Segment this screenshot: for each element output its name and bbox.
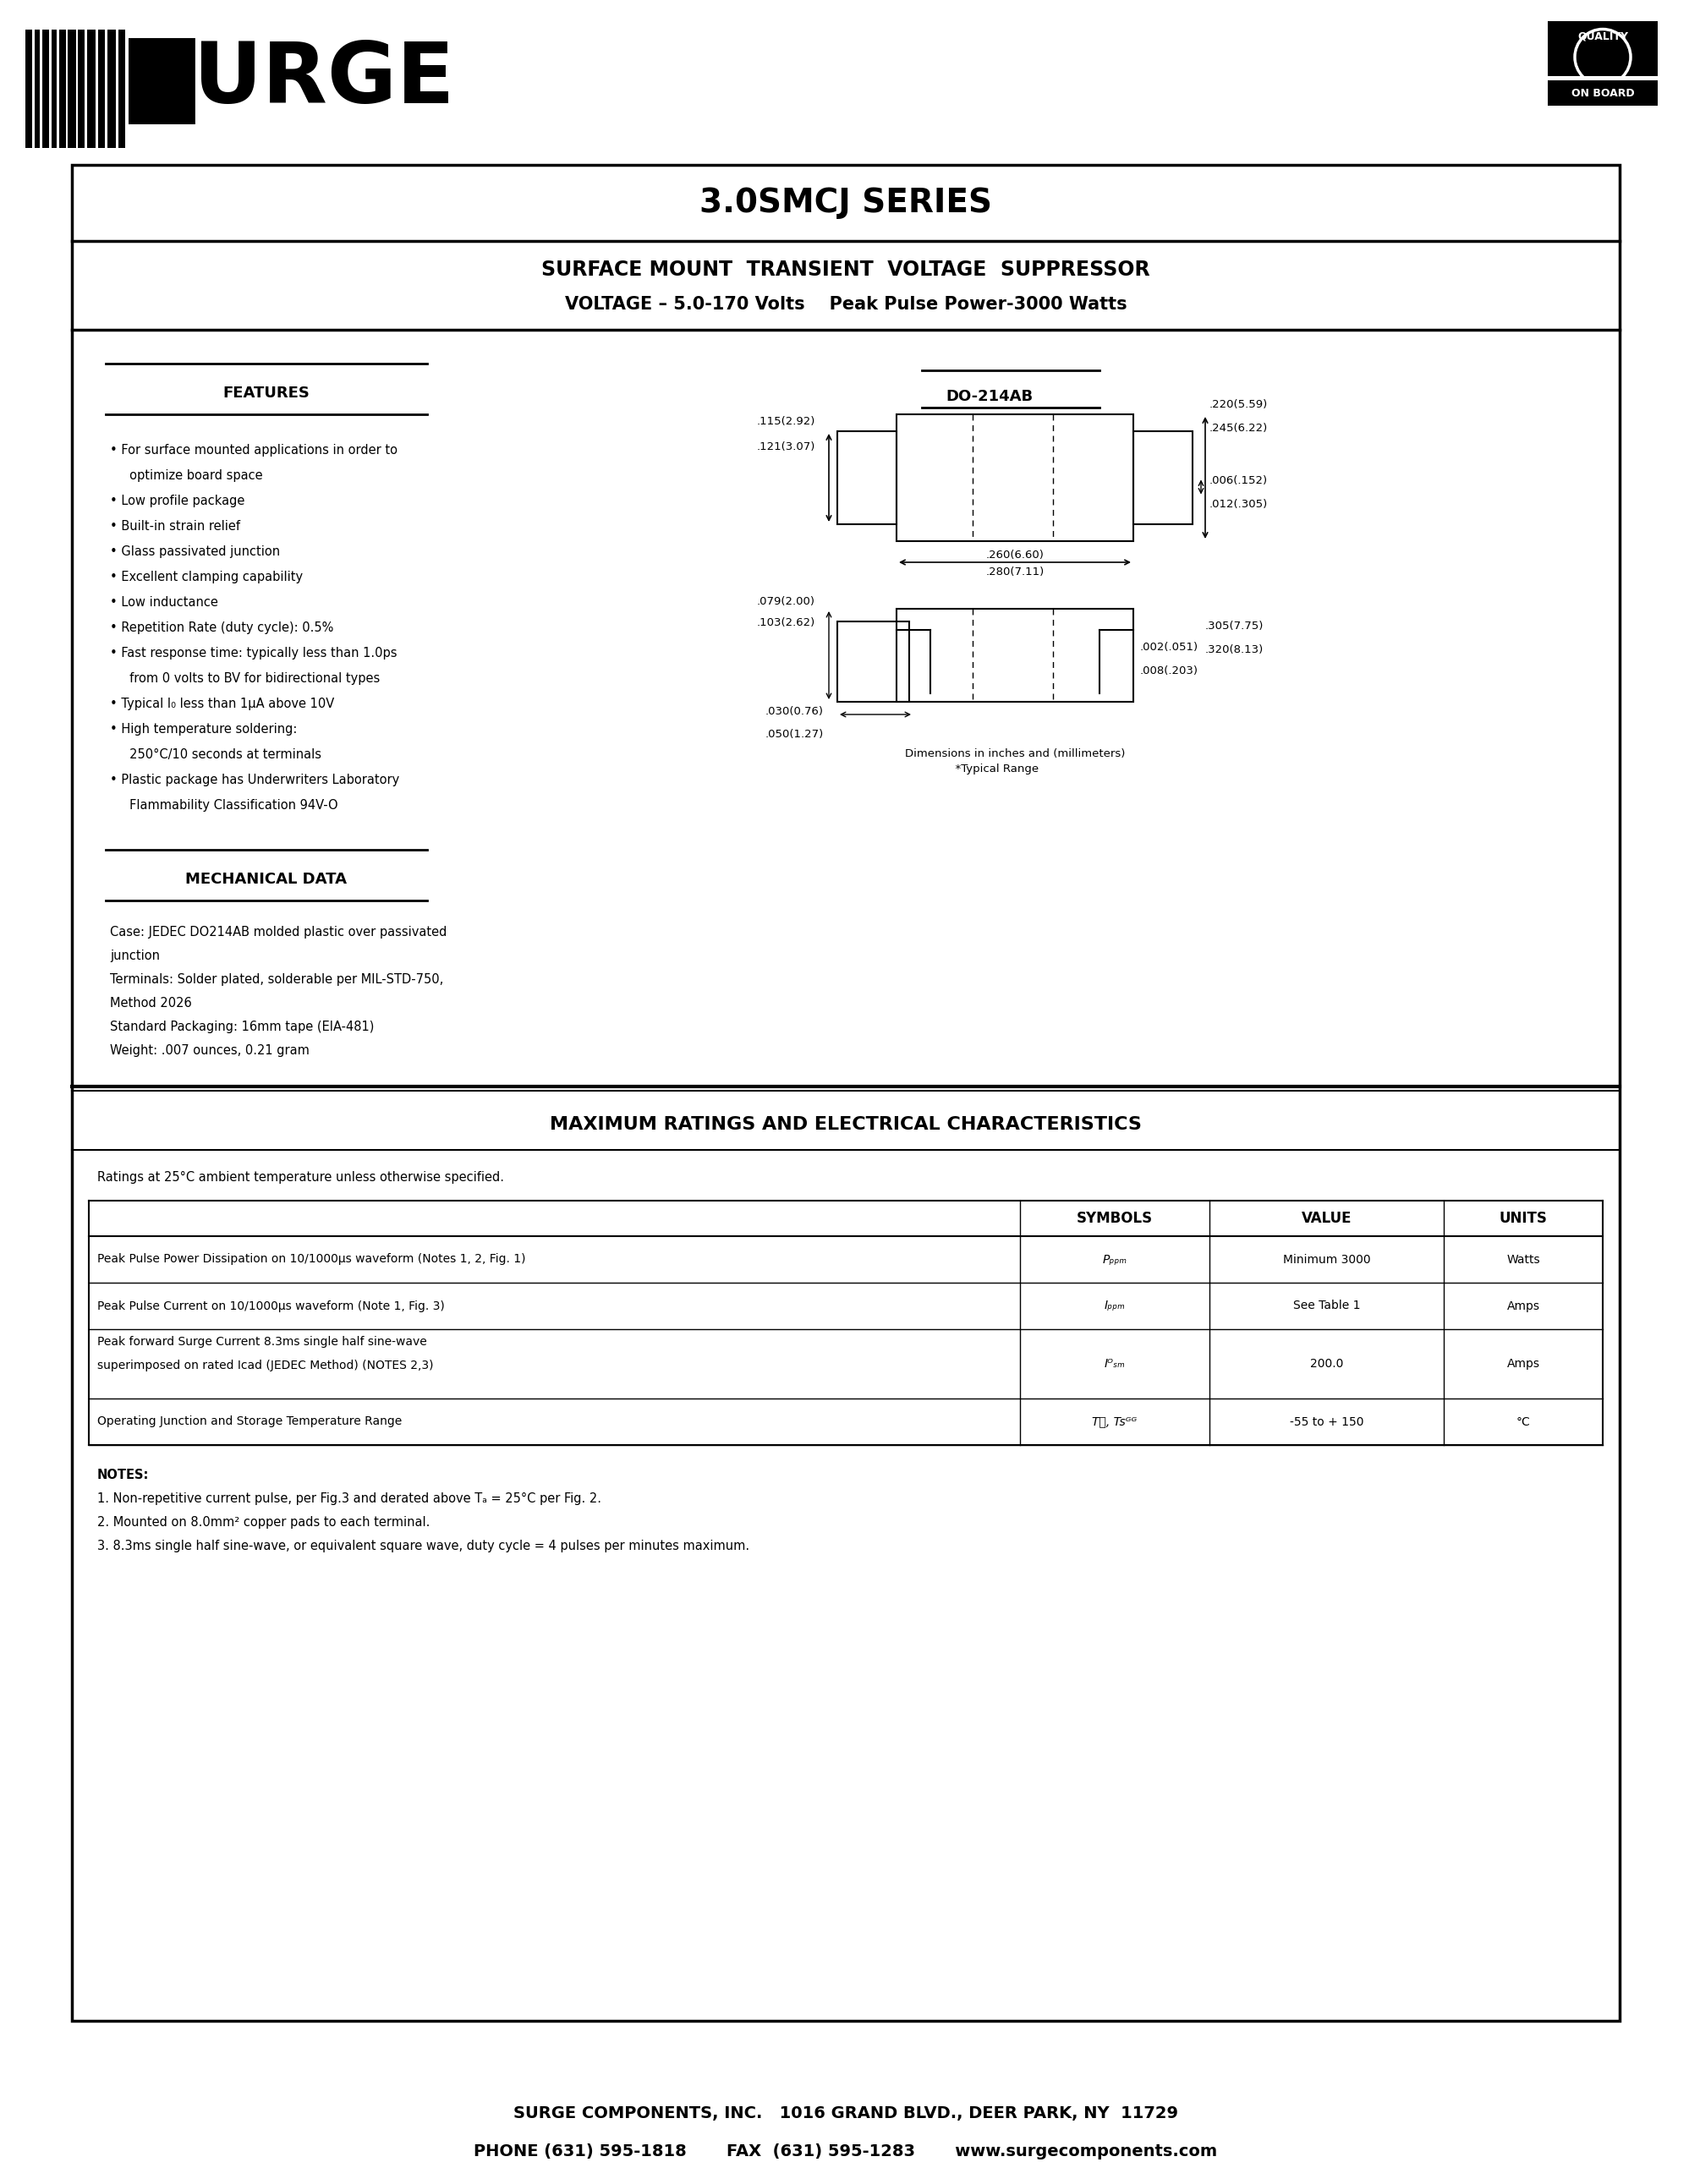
Bar	[897, 415, 1133, 542]
Bar	[78, 31, 84, 149]
Text: .050(1.27): .050(1.27)	[765, 729, 824, 740]
Bar	[118, 31, 125, 149]
Text: Method 2026: Method 2026	[110, 996, 193, 1009]
Text: █URGE: █URGE	[130, 37, 456, 124]
Bar	[42, 31, 49, 149]
Text: .115(2.92): .115(2.92)	[757, 415, 816, 428]
Text: DO-214AB: DO-214AB	[946, 389, 1034, 404]
Text: FEATURES: FEATURES	[223, 387, 309, 402]
Text: SURGE COMPONENTS, INC.   1016 GRAND BLVD., DEER PARK, NY  11729: SURGE COMPONENTS, INC. 1016 GRAND BLVD.,…	[513, 2105, 1179, 2121]
Text: • Plastic package has Underwriters Laboratory: • Plastic package has Underwriters Labor…	[110, 773, 399, 786]
Text: 3.0SMCJ SERIES: 3.0SMCJ SERIES	[699, 188, 991, 218]
Text: .260(6.60): .260(6.60)	[986, 550, 1044, 561]
Text: .121(3.07): .121(3.07)	[757, 441, 816, 452]
Text: Peak Pulse Power Dissipation on 10/1000μs waveform (Notes 1, 2, Fig. 1): Peak Pulse Power Dissipation on 10/1000μ…	[98, 1254, 525, 1265]
Text: Flammability Classification 94V-O: Flammability Classification 94V-O	[110, 799, 338, 812]
Text: Weight: .007 ounces, 0.21 gram: Weight: .007 ounces, 0.21 gram	[110, 1044, 309, 1057]
Text: PHONE (631) 595-1818       FAX  (631) 595-1283       www.surgecomponents.com: PHONE (631) 595-1818 FAX (631) 595-1283 …	[475, 2143, 1218, 2160]
Text: Case: JEDEC DO214AB molded plastic over passivated: Case: JEDEC DO214AB molded plastic over …	[110, 926, 448, 939]
Bar	[1133, 430, 1192, 524]
Bar	[35, 31, 41, 149]
Text: Iᴼₛₘ: Iᴼₛₘ	[1105, 1358, 1125, 1369]
Text: UNITS: UNITS	[1500, 1210, 1547, 1225]
Text: .079(2.00): .079(2.00)	[757, 596, 816, 607]
Text: ON BOARD: ON BOARD	[1571, 87, 1635, 98]
Text: 200.0: 200.0	[1309, 1358, 1343, 1369]
Text: Amps: Amps	[1507, 1358, 1540, 1369]
Text: VALUE: VALUE	[1301, 1210, 1351, 1225]
Circle shape	[1599, 59, 1613, 72]
Text: -55 to + 150: -55 to + 150	[1289, 1415, 1363, 1428]
Text: QUALITY: QUALITY	[1578, 31, 1628, 41]
Text: from 0 volts to BV for bidirectional types: from 0 volts to BV for bidirectional typ…	[110, 673, 380, 686]
Text: 2. Mounted on 8.0mm² copper pads to each terminal.: 2. Mounted on 8.0mm² copper pads to each…	[98, 1516, 431, 1529]
Text: 250°C/10 seconds at terminals: 250°C/10 seconds at terminals	[110, 749, 321, 760]
Text: VOLTAGE – 5.0-170 Volts    Peak Pulse Power-3000 Watts: VOLTAGE – 5.0-170 Volts Peak Pulse Power…	[564, 295, 1127, 312]
Text: .006(.152): .006(.152)	[1209, 476, 1268, 487]
Text: superimposed on rated Icad (JEDEC Method) (NOTES 2,3): superimposed on rated Icad (JEDEC Method…	[98, 1361, 434, 1372]
Bar	[98, 31, 105, 149]
Text: • Low profile package: • Low profile package	[110, 494, 245, 507]
Text: 1. Non-repetitive current pulse, per Fig.3 and derated above Tₐ = 25°C per Fig. : 1. Non-repetitive current pulse, per Fig…	[98, 1492, 601, 1505]
Text: • For surface mounted applications in order to: • For surface mounted applications in or…	[110, 443, 397, 456]
Bar	[838, 622, 909, 701]
Text: Minimum 3000: Minimum 3000	[1282, 1254, 1370, 1265]
Text: .008(.203): .008(.203)	[1140, 666, 1199, 677]
Text: Iₚₚₘ: Iₚₚₘ	[1105, 1299, 1125, 1313]
Text: Operating Junction and Storage Temperature Range: Operating Junction and Storage Temperatu…	[98, 1415, 402, 1428]
Text: Peak forward Surge Current 8.3ms single half sine-wave: Peak forward Surge Current 8.3ms single …	[98, 1337, 427, 1348]
Text: See Table 1: See Table 1	[1292, 1299, 1360, 1313]
Bar	[59, 31, 66, 149]
Text: • Repetition Rate (duty cycle): 0.5%: • Repetition Rate (duty cycle): 0.5%	[110, 622, 333, 633]
Text: SURFACE MOUNT  TRANSIENT  VOLTAGE  SUPPRESSOR: SURFACE MOUNT TRANSIENT VOLTAGE SUPPRESS…	[542, 260, 1150, 280]
Text: 3. 8.3ms single half sine-wave, or equivalent square wave, duty cycle = 4 pulses: 3. 8.3ms single half sine-wave, or equiv…	[98, 1540, 750, 1553]
Text: .320(8.13): .320(8.13)	[1206, 644, 1263, 655]
Text: • Low inductance: • Low inductance	[110, 596, 218, 609]
Bar	[25, 31, 32, 149]
Text: optimize board space: optimize board space	[110, 470, 263, 483]
Text: .103(2.62): .103(2.62)	[757, 618, 816, 629]
Text: °C: °C	[1517, 1415, 1530, 1428]
Text: Watts: Watts	[1507, 1254, 1540, 1265]
Text: • Typical I₀ less than 1μA above 10V: • Typical I₀ less than 1μA above 10V	[110, 697, 334, 710]
Text: SYMBOLS: SYMBOLS	[1076, 1210, 1152, 1225]
Bar	[897, 609, 1133, 701]
Text: Pₚₚₘ: Pₚₚₘ	[1103, 1254, 1127, 1265]
Bar	[52, 31, 57, 149]
Text: .245(6.22): .245(6.22)	[1209, 424, 1268, 435]
Text: .012(.305): .012(.305)	[1209, 498, 1268, 509]
Text: Standard Packaging: 16mm tape (EIA-481): Standard Packaging: 16mm tape (EIA-481)	[110, 1020, 375, 1033]
Text: Amps: Amps	[1507, 1299, 1540, 1313]
Bar	[108, 31, 117, 149]
Text: Terminals: Solder plated, solderable per MIL-STD-750,: Terminals: Solder plated, solderable per…	[110, 974, 444, 985]
Text: Peak Pulse Current on 10/1000μs waveform (Note 1, Fig. 3): Peak Pulse Current on 10/1000μs waveform…	[98, 1299, 444, 1313]
Bar	[1547, 81, 1657, 105]
Bar	[1547, 22, 1657, 76]
Text: MAXIMUM RATINGS AND ELECTRICAL CHARACTERISTICS: MAXIMUM RATINGS AND ELECTRICAL CHARACTER…	[551, 1116, 1142, 1133]
Text: • High temperature soldering:: • High temperature soldering:	[110, 723, 297, 736]
Bar	[88, 31, 96, 149]
Bar	[73, 164, 1620, 2020]
Text: • Fast response time: typically less than 1.0ps: • Fast response time: typically less tha…	[110, 646, 397, 660]
Text: .280(7.11): .280(7.11)	[986, 566, 1044, 577]
Bar	[838, 430, 897, 524]
Text: .030(0.76): .030(0.76)	[765, 705, 824, 716]
Text: • Excellent clamping capability: • Excellent clamping capability	[110, 570, 302, 583]
Text: junction: junction	[110, 950, 160, 963]
Text: .305(7.75): .305(7.75)	[1206, 620, 1263, 631]
Text: NOTES:: NOTES:	[98, 1468, 149, 1481]
Text: Ratings at 25°C ambient temperature unless otherwise specified.: Ratings at 25°C ambient temperature unle…	[98, 1171, 503, 1184]
Text: • Glass passivated junction: • Glass passivated junction	[110, 546, 280, 559]
Text: .220(5.59): .220(5.59)	[1209, 400, 1268, 411]
Text: MECHANICAL DATA: MECHANICAL DATA	[186, 871, 348, 887]
Text: • Built-in strain relief: • Built-in strain relief	[110, 520, 240, 533]
Text: .002(.051): .002(.051)	[1140, 642, 1199, 653]
Bar	[68, 31, 76, 149]
Text: Tⰼ, Tsᴳᴳ: Tⰼ, Tsᴳᴳ	[1093, 1415, 1137, 1428]
Text: Dimensions in inches and (millimeters)
              *Typical Range: Dimensions in inches and (millimeters) *…	[905, 749, 1125, 775]
